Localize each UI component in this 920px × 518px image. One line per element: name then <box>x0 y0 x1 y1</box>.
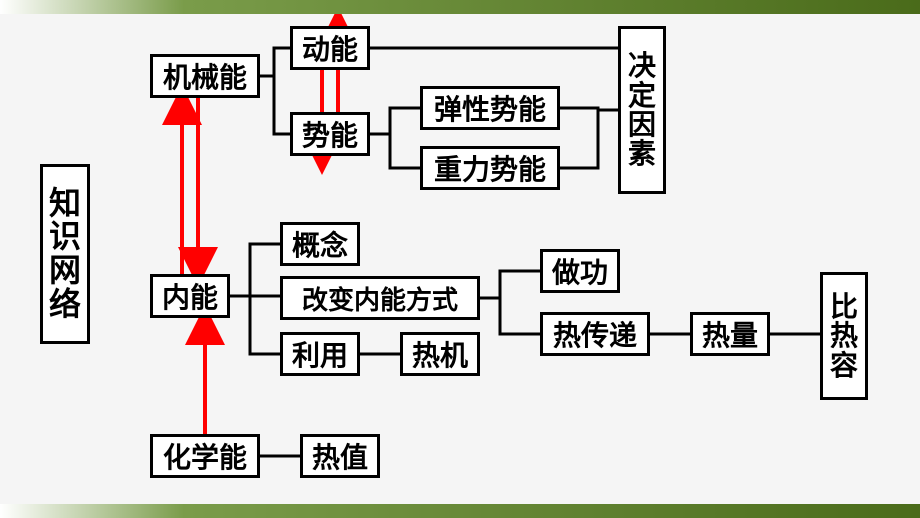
node-change: 改变内能方式 <box>280 276 480 320</box>
node-heatqty: 热量 <box>690 312 770 356</box>
node-transfer: 热传递 <box>540 312 650 356</box>
glyph: 络 <box>49 288 81 322</box>
node-label: 动能 <box>302 28 358 68</box>
node-label: 势能 <box>302 114 358 154</box>
node-internal: 内能 <box>150 274 230 318</box>
glyph: 比 <box>830 292 858 321</box>
node-shc: 比热容 <box>820 272 868 400</box>
node-potential: 势能 <box>290 112 370 156</box>
node-concept: 概念 <box>280 222 360 266</box>
node-factors: 决定因素 <box>618 26 666 194</box>
glyph: 网 <box>49 254 81 288</box>
node-label: 热传递 <box>553 314 637 354</box>
node-kinetic: 动能 <box>290 26 370 70</box>
node-label: 化学能 <box>163 436 247 476</box>
top-band <box>0 0 920 14</box>
node-label: 热量 <box>702 314 758 354</box>
bottom-band <box>0 504 920 518</box>
glyph: 识 <box>49 220 81 254</box>
node-elastic: 弹性势能 <box>420 86 560 130</box>
glyph: 知 <box>49 187 81 221</box>
node-label: 机械能 <box>163 56 247 96</box>
node-label: 概念 <box>292 224 348 264</box>
node-label: 热机 <box>412 334 468 374</box>
node-label: 热值 <box>312 436 368 476</box>
node-heateng: 热机 <box>400 332 480 376</box>
node-mech: 机械能 <box>150 54 260 98</box>
node-calorific: 热值 <box>300 434 380 478</box>
node-label: 内能 <box>162 276 218 316</box>
glyph: 决 <box>628 51 656 80</box>
glyph: 容 <box>830 351 858 380</box>
node-gravity: 重力势能 <box>420 146 560 190</box>
node-root: 知识网络 <box>40 164 90 344</box>
node-label: 重力势能 <box>434 148 546 188</box>
glyph: 素 <box>628 139 656 168</box>
node-use: 利用 <box>280 332 360 376</box>
glyph: 热 <box>830 321 858 350</box>
node-label: 做功 <box>552 251 608 291</box>
node-label: 利用 <box>292 334 348 374</box>
node-label: 弹性势能 <box>434 88 546 128</box>
glyph: 因 <box>628 110 656 139</box>
diagram-stage: 知识网络 机械能 动能势能 弹性势能重力势能 决定因素内能 概念改变内能方式利用 热机 做功热… <box>0 14 920 504</box>
node-label: 改变内能方式 <box>302 280 458 317</box>
node-chem: 化学能 <box>150 434 260 478</box>
glyph: 定 <box>628 81 656 110</box>
node-work: 做功 <box>540 249 620 293</box>
